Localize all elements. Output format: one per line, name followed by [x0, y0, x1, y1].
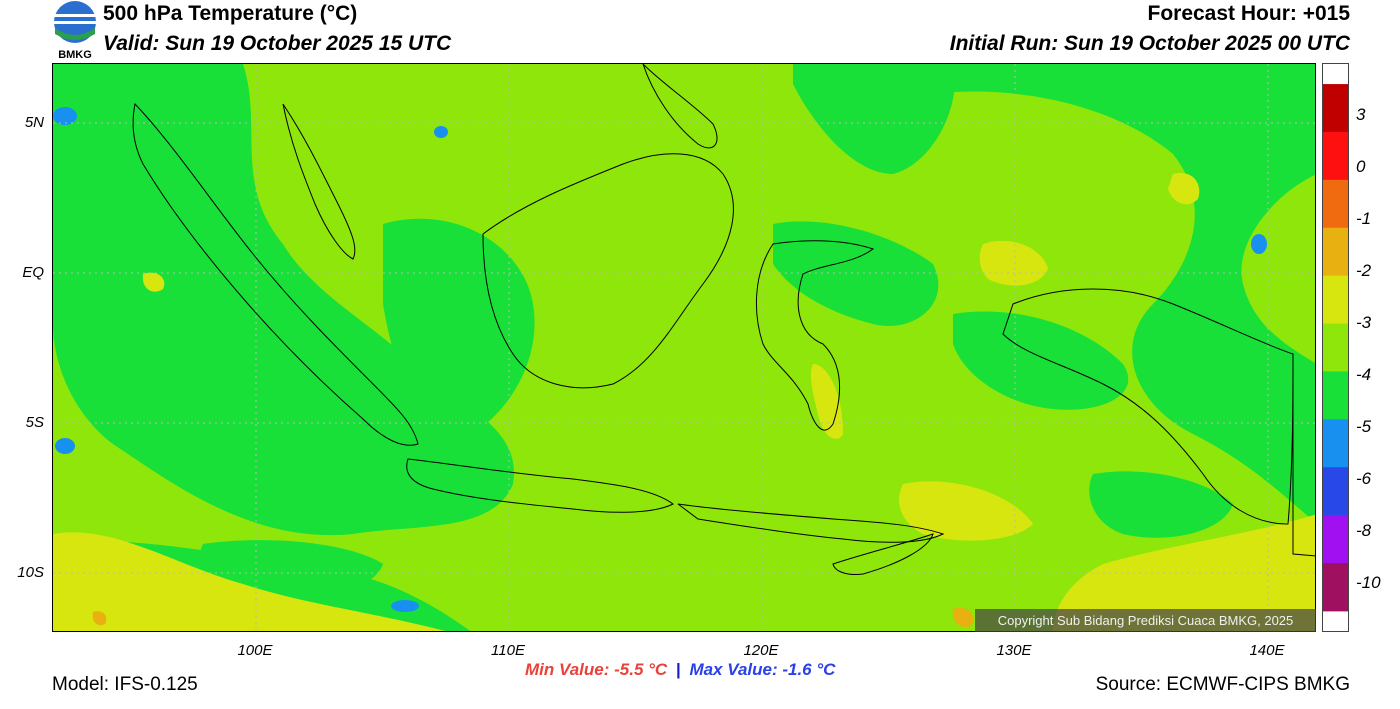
lat-label-5n: 5N — [24, 114, 44, 131]
papua-outline — [1002, 288, 1294, 525]
min-value: Min Value: -5.5 °C — [525, 660, 668, 679]
copyright-notice: Copyright Sub Bidang Prediksi Cuaca BMKG… — [975, 609, 1316, 632]
lon-label-140e: 140E — [1249, 642, 1285, 659]
colorbar-swatch — [1323, 323, 1348, 372]
colorbar-label-minus10: -10 — [1356, 573, 1381, 592]
colorbar-label-minus2: -2 — [1356, 261, 1372, 280]
timor-outline — [832, 533, 934, 575]
temperature-map — [52, 63, 1316, 632]
colorbar-label-minus3: -3 — [1356, 313, 1372, 332]
map-title: 500 hPa Temperature (°C) — [103, 2, 358, 25]
colorbar-label-minus5: -5 — [1356, 417, 1372, 436]
philippines-outline — [642, 64, 718, 149]
colorbar-swatch — [1323, 515, 1348, 564]
colorbar-swatch — [1323, 371, 1348, 420]
min-max-separator: | — [675, 660, 681, 679]
lon-label-120e: 120E — [743, 642, 779, 659]
colorbar-label-0: 0 — [1356, 157, 1366, 176]
colorbar-label-minus4: -4 — [1356, 365, 1372, 384]
temperature-field — [53, 64, 1315, 631]
sulawesi-outline — [756, 240, 875, 431]
colorbar-label-minus8: -8 — [1356, 521, 1372, 540]
lat-label-5s: 5S — [25, 414, 44, 431]
borneo-outline — [482, 153, 734, 389]
svg-text:BMKG: BMKG — [58, 49, 92, 60]
colorbar-swatch — [1323, 131, 1348, 181]
colorbar-label-3: 3 — [1356, 105, 1366, 124]
colorbar-swatch — [1323, 419, 1348, 468]
colorbar-swatch — [1323, 563, 1348, 612]
lesser-sunda-outline — [677, 503, 945, 543]
sumatra-outline — [132, 102, 419, 446]
model-info: Model: IFS-0.125 — [52, 674, 198, 695]
colorbar — [1322, 63, 1349, 632]
lat-label-eq: EQ — [22, 264, 44, 281]
bmkg-logo: BMKG — [54, 1, 96, 60]
colorbar-swatch — [1323, 467, 1348, 516]
lon-label-110e: 110E — [491, 642, 525, 659]
malay-peninsula-outline — [282, 103, 356, 260]
min-max-values: Min Value: -5.5 °C | Max Value: -1.6 °C — [525, 660, 835, 680]
source-info: Source: ECMWF-CIPS BMKG — [1095, 674, 1350, 695]
forecast-hour: Forecast Hour: +015 — [1147, 2, 1351, 25]
lon-label-100e: 100E — [237, 642, 273, 659]
colorbar-label-minus1: -1 — [1356, 209, 1372, 228]
colorbar-swatch — [1323, 275, 1348, 325]
initial-run-time: Initial Run: Sun 19 October 2025 00 UTC — [949, 32, 1350, 55]
colorbar-swatch — [1323, 179, 1348, 229]
max-value: Max Value: -1.6 °C — [689, 660, 836, 679]
australia-outline — [1292, 354, 1315, 557]
lon-label-130e: 130E — [996, 642, 1032, 659]
valid-time: Valid: Sun 19 October 2025 15 UTC — [103, 32, 452, 55]
colorbar-label-minus6: -6 — [1356, 469, 1372, 488]
lat-label-10s: 10S — [17, 564, 44, 581]
colorbar-swatch — [1323, 227, 1348, 277]
java-outline — [406, 458, 674, 513]
colorbar-swatch — [1323, 84, 1348, 133]
